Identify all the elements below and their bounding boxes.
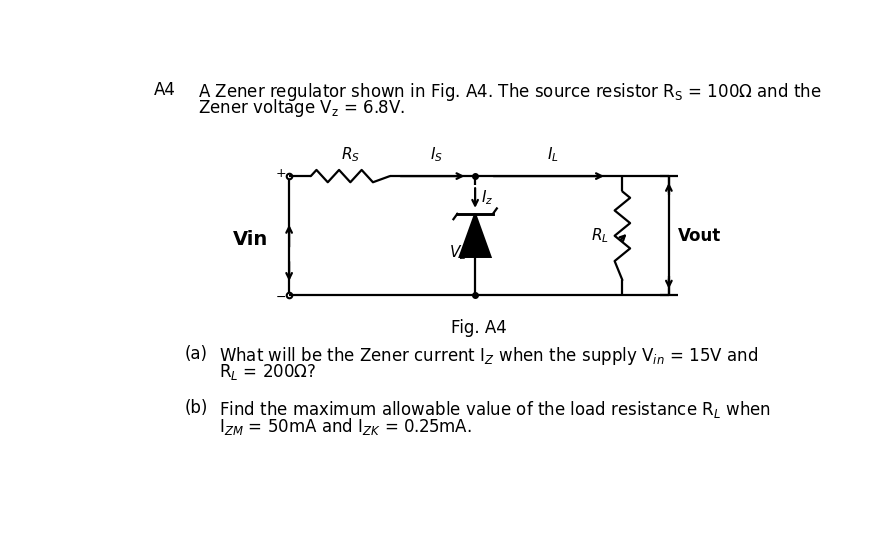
Text: +: +: [276, 168, 286, 180]
Text: $V_z$: $V_z$: [448, 243, 467, 262]
Text: $I_S$: $I_S$: [430, 145, 442, 164]
Text: $I_z$: $I_z$: [481, 188, 493, 207]
Text: $R_L$: $R_L$: [590, 227, 608, 245]
Text: Find the maximum allowable value of the load resistance R$_L$ when: Find the maximum allowable value of the …: [219, 400, 771, 420]
Text: I$_{ZM}$ = 50mA and I$_{ZK}$ = 0.25mA.: I$_{ZM}$ = 50mA and I$_{ZK}$ = 0.25mA.: [219, 416, 471, 437]
Text: R$_L$ = 200$\Omega$?: R$_L$ = 200$\Omega$?: [219, 362, 316, 382]
Text: A4: A4: [153, 82, 175, 99]
Text: (b): (b): [184, 400, 207, 417]
Text: What will be the Zener current I$_Z$ when the supply V$_{in}$ = 15V and: What will be the Zener current I$_Z$ whe…: [219, 345, 758, 367]
Text: Fig. A4: Fig. A4: [451, 318, 506, 337]
Text: $R_S$: $R_S$: [340, 145, 360, 164]
Text: Vin: Vin: [232, 230, 268, 249]
Text: Zener voltage V$_\mathregular{z}$ = 6.8V.: Zener voltage V$_\mathregular{z}$ = 6.8V…: [198, 97, 405, 119]
Text: $I_L$: $I_L$: [546, 145, 558, 164]
Text: A Zener regulator shown in Fig. A4. The source resistor R$_\mathregular{S}$ = 10: A Zener regulator shown in Fig. A4. The …: [198, 82, 820, 104]
Text: (a): (a): [184, 345, 207, 364]
Text: −: −: [276, 291, 286, 304]
Polygon shape: [459, 214, 490, 257]
Text: Vout: Vout: [678, 227, 720, 245]
